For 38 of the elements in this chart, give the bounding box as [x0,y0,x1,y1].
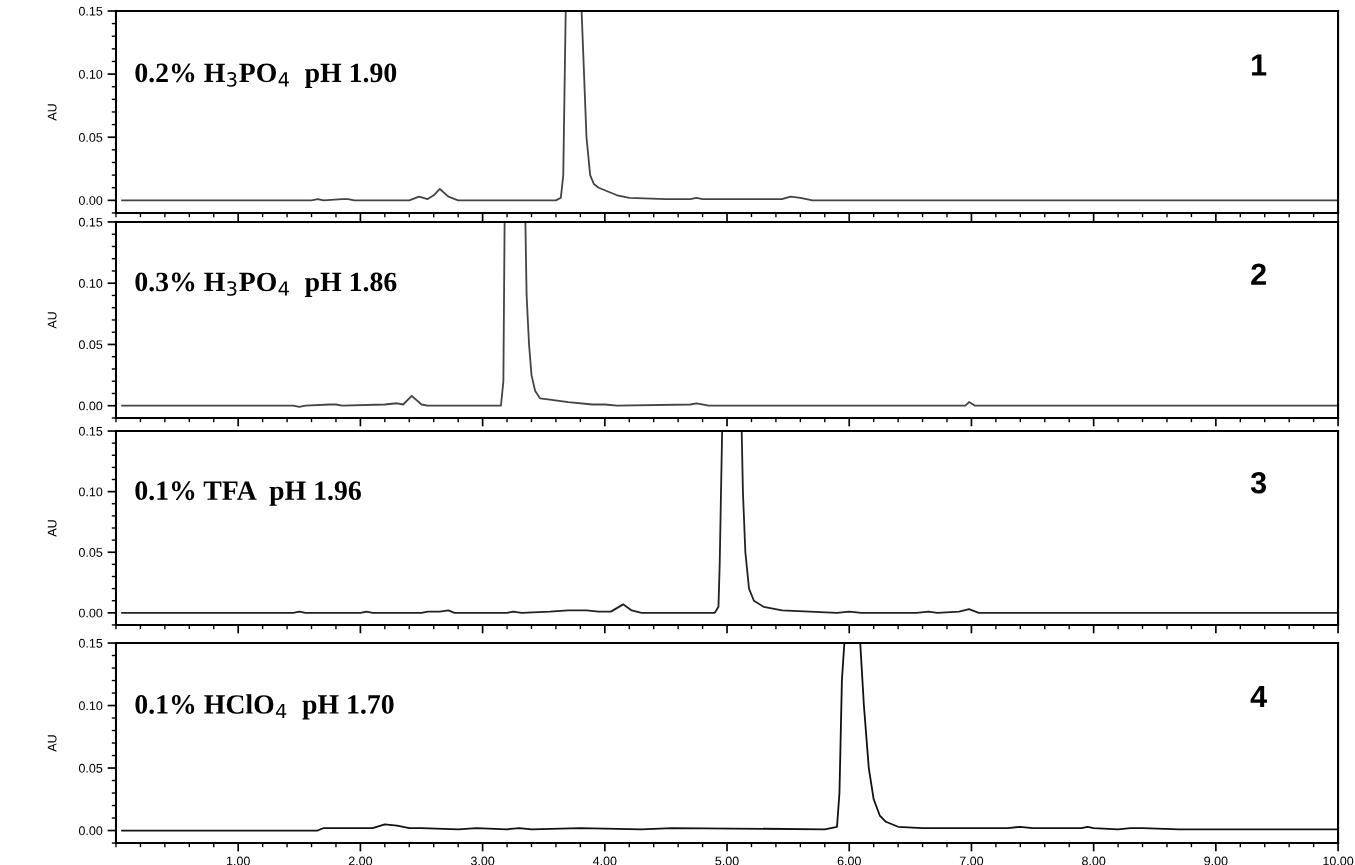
x-tick-label: 4.00 [592,856,617,865]
y-tick-label: 0.00 [78,401,103,411]
y-tick-label: 0.15 [78,638,103,648]
annotation: 4 [1250,685,1267,707]
y-tick-label: 0.05 [78,133,103,142]
x-tick-label: 6.00 [837,856,861,865]
x-tick-label: 7.00 [959,856,984,865]
y-tick-label: 0.15 [78,426,103,436]
x-tick-label: 1.00 [226,856,250,865]
y-tick-label: 0.10 [78,701,103,711]
annotation: 0.1% TFA pH 1.96 [135,481,361,506]
y-axis-title: AU [47,104,57,121]
y-tick-label: 0.00 [78,196,103,205]
y-tick-label: 0.10 [78,487,103,497]
y-tick-label: 0.15 [78,217,103,227]
annotation: 0.1% HClO$_{4}$ pH 1.70 [135,694,394,720]
y-tick-label: 0.05 [78,340,103,350]
x-tick-label: 3.00 [470,856,495,865]
y-tick-label: 0.10 [78,279,103,288]
x-tick-label: 10.00 [1323,856,1354,865]
annotation: 3 [1250,471,1267,494]
y-tick-label: 0.00 [78,608,103,618]
y-tick-label: 0.00 [78,826,103,836]
annotation: 0.3% H$_{3}$PO$_{4}$ pH 1.86 [135,272,397,297]
y-tick-label: 0.05 [78,763,103,773]
annotation: 2 [1251,263,1266,285]
y-axis-title: AU [47,520,57,537]
y-tick-label: 0.15 [78,6,103,16]
y-tick-label: 0.10 [78,69,103,79]
x-tick-label: 2.00 [348,856,373,865]
y-axis-title: AU [47,312,57,329]
annotation: 1 [1252,54,1267,76]
y-axis-title: AU [47,735,57,752]
x-tick-label: 9.00 [1204,856,1228,865]
y-tick-label: 0.05 [78,548,103,557]
x-tick-label: 5.00 [715,856,739,865]
annotation: 0.2% H$_{3}$PO$_{4}$ pH 1.90 [135,63,397,88]
x-tick-label: 8.00 [1082,856,1106,865]
